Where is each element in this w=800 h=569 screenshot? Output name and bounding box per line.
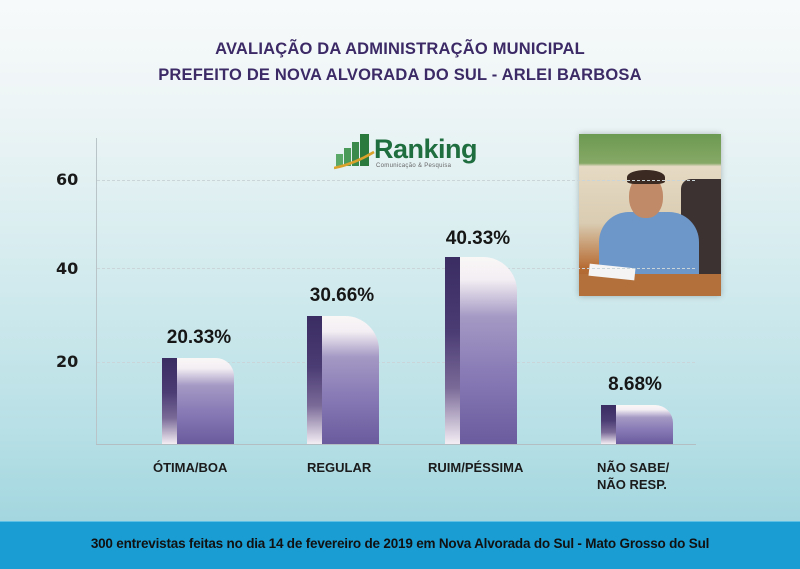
ranking-logo: Ranking Comunicação & Pesquisa	[334, 132, 478, 172]
y-tick-20: 20	[56, 352, 79, 371]
category-label-otima-boa: ÓTIMA/BOA	[153, 460, 228, 475]
category-label-regular: REGULAR	[307, 460, 372, 475]
y-tick-40: 40	[56, 259, 79, 278]
value-label-ruim-pessima: 40.33%	[445, 228, 511, 249]
bar-growth-icon	[334, 134, 375, 170]
bar-nao-sabe	[601, 405, 673, 444]
category-label-nao-sabe-line1: NÃO SABE/	[597, 460, 670, 475]
chart-title-line2: PREFEITO DE NOVA ALVORADA DO SUL - ARLEI…	[158, 66, 642, 84]
gridline-40	[97, 268, 695, 269]
value-label-otima-boa: 20.33%	[166, 327, 232, 348]
category-label-ruim-pessima: RUIM/PÉSSIMA	[428, 460, 524, 475]
category-label-nao-sabe-line2: NÃO RESP.	[597, 477, 667, 492]
gridline-60	[97, 180, 695, 181]
chart-title-line1: AVALIAÇÃO DA ADMINISTRAÇÃO MUNICIPAL	[215, 40, 585, 58]
footer-band: 300 entrevistas feitas no dia 14 de feve…	[0, 521, 800, 569]
mayor-portrait-photo	[579, 134, 721, 296]
value-label-regular: 30.66%	[309, 285, 375, 306]
bar-otima-boa	[162, 358, 234, 444]
y-tick-60: 60	[56, 170, 79, 189]
logo-wordmark: Ranking	[374, 134, 478, 164]
category-label-nao-sabe: NÃO SABE/ NÃO RESP.	[597, 459, 669, 493]
value-label-nao-sabe: 8.68%	[608, 374, 662, 395]
bar-ruim-pessima	[445, 257, 517, 444]
logo-tagline: Comunicação & Pesquisa	[376, 163, 452, 169]
x-axis-line	[96, 444, 696, 445]
y-axis-line	[96, 138, 97, 445]
footer-survey-note: 300 entrevistas feitas no dia 14 de feve…	[90, 536, 710, 551]
bar-regular	[307, 316, 379, 444]
gridline-20	[97, 362, 695, 363]
